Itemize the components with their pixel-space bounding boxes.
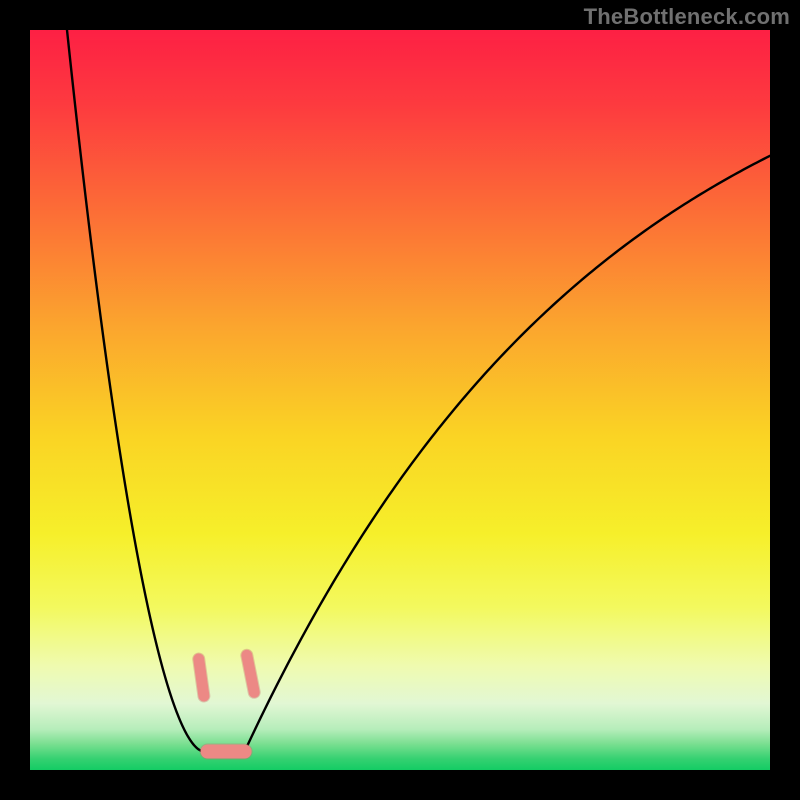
marker-capsule — [199, 659, 204, 696]
marker-capsule — [247, 655, 254, 692]
watermark-text: TheBottleneck.com — [584, 4, 790, 30]
plot-background — [30, 30, 770, 770]
bottleneck-chart — [0, 0, 800, 800]
